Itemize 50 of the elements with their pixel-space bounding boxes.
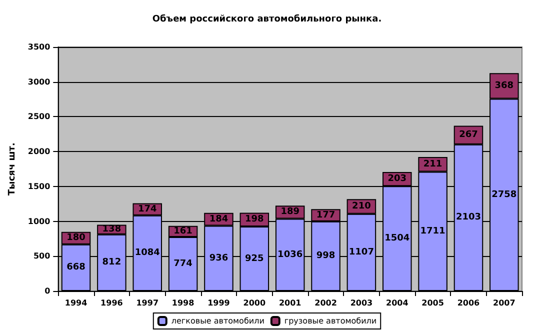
- y-tick-label: 500: [33, 252, 51, 261]
- data-label: 774: [174, 259, 192, 270]
- x-tick-label: 2007: [493, 298, 516, 308]
- data-label: 210: [352, 202, 371, 212]
- y-tick-label: 0: [44, 286, 51, 296]
- x-tick-label: 1996: [100, 298, 124, 308]
- x-tick-label: 1998: [172, 298, 195, 308]
- x-tick-label: 1997: [136, 298, 158, 308]
- data-label: 1084: [134, 248, 160, 258]
- x-tick-label: 1994: [64, 298, 88, 308]
- data-label: 668: [66, 262, 86, 273]
- data-label: 936: [209, 253, 228, 264]
- data-label: 203: [388, 174, 407, 184]
- data-label: 161: [174, 226, 192, 236]
- data-label: 1711: [420, 226, 446, 236]
- legend-label: легковые автомобили: [171, 316, 264, 326]
- y-tick-label: 2000: [28, 147, 51, 156]
- x-tick-label: 1999: [208, 298, 230, 308]
- data-label: 925: [245, 254, 264, 264]
- y-tick-label: 1500: [28, 182, 51, 191]
- x-tick-label: 2004: [386, 298, 409, 308]
- x-tick-label: 2003: [350, 298, 373, 308]
- x-tick-label: 2006: [457, 298, 480, 308]
- data-label: 2103: [456, 212, 482, 223]
- y-tick-label: 1000: [28, 216, 51, 226]
- y-axis-title: Тысяч шт.: [8, 142, 18, 196]
- data-label: 1036: [278, 250, 303, 260]
- data-label: 177: [316, 210, 336, 220]
- data-label: 189: [280, 207, 300, 218]
- y-tick-label: 3000: [28, 77, 51, 86]
- data-label: 812: [102, 258, 122, 268]
- y-tick-label: 3500: [28, 42, 51, 52]
- data-label: 2758: [492, 190, 517, 200]
- data-label: 267: [459, 130, 478, 140]
- data-label: 198: [245, 214, 264, 225]
- data-label: 211: [423, 159, 442, 170]
- x-tick-label: 2000: [243, 298, 266, 308]
- data-label: 174: [138, 204, 157, 214]
- y-tick-label: 2500: [28, 112, 51, 122]
- data-label: 368: [494, 80, 514, 91]
- x-tick-label: 2001: [278, 298, 302, 308]
- data-label: 1504: [384, 234, 410, 244]
- data-label: 1107: [348, 247, 374, 258]
- data-label: 998: [316, 251, 336, 262]
- x-tick-label: 2002: [314, 298, 337, 308]
- chart-title: Объем российского автомобильного рынка.: [152, 14, 382, 24]
- data-label: 180: [66, 233, 86, 244]
- legend-label: грузовые автомобили: [284, 316, 377, 326]
- data-label: 184: [209, 214, 228, 224]
- x-tick-label: 2005: [422, 298, 444, 308]
